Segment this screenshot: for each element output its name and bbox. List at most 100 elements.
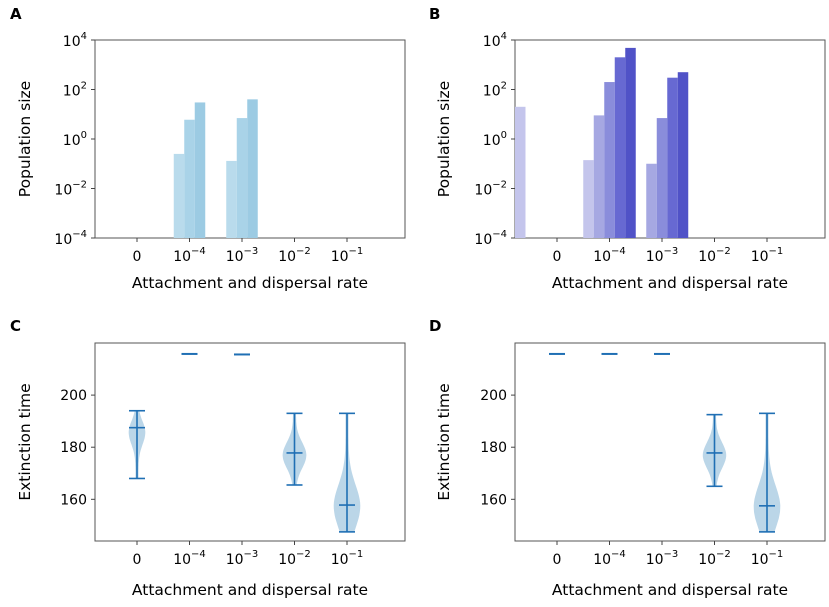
x-tick-label-d-2: 10−3 [646, 549, 679, 568]
x-tick-label-a-1-exponent: −4 [191, 246, 206, 257]
bar-a-4 [236, 118, 248, 238]
x-tick-label-a-4-base: 10 [331, 249, 349, 265]
y-ticks-c: 160 180 200 [60, 388, 95, 508]
panel-label-a: A [10, 5, 22, 23]
x-tick-label-c-2-base: 10 [226, 552, 244, 568]
x-axis-label-b: Attachment and dispersal rate [552, 274, 788, 292]
y-tick-label-b-2-exponent: 0 [501, 130, 507, 141]
x-tick-label-c-1: 10−4 [173, 549, 206, 568]
x-tick-label-b-3-exponent: −2 [716, 246, 731, 257]
x-tick-label-d-4: 10−1 [751, 549, 784, 568]
plot-frame-d [514, 342, 826, 542]
bar-a-2 [194, 102, 206, 238]
x-tick-label-d-1: 10−4 [593, 549, 626, 568]
y-tick-label-b-1: 10−2 [474, 180, 507, 199]
y-tick-label-b-4: 104 [483, 31, 507, 50]
x-tick-label-b-1-exponent: −4 [611, 246, 626, 257]
y-tick-label-a-0: 10−4 [54, 229, 87, 248]
x-tick-label-b-1: 10−4 [593, 246, 626, 265]
bar-a-5 [247, 99, 258, 238]
x-tick-label-a-3: 10−2 [278, 246, 311, 265]
x-tick-label-c-0-base: 0 [133, 552, 142, 568]
x-tick-label-c-2: 10−3 [226, 549, 259, 568]
x-tick-label-a-0-base: 0 [133, 249, 142, 265]
bar-b-2 [593, 115, 605, 238]
bar-a-0 [173, 153, 185, 238]
x-tick-label-b-2-exponent: −3 [664, 246, 679, 257]
y-tick-label-b-0-base: 10 [474, 232, 492, 248]
x-ticks-a: 0 10−4 10−3 10−2 10−1 [133, 238, 363, 265]
x-axis-label-a: Attachment and dispersal rate [132, 274, 368, 292]
x-tick-label-b-4-exponent: −1 [769, 246, 784, 257]
y-tick-label-b-4-base: 10 [483, 34, 501, 50]
y-tick-label-a-4-base: 10 [63, 34, 81, 50]
x-tick-label-c-4: 10−1 [331, 549, 364, 568]
y-axis-label-b: Population size [435, 81, 453, 197]
x-tick-label-c-2-exponent: −3 [244, 549, 259, 560]
panel-label-c: C [10, 317, 21, 335]
y-tick-label-b-2: 100 [483, 130, 507, 149]
x-tick-label-b-0-base: 0 [553, 249, 562, 265]
y-tick-label-b-2-base: 10 [483, 133, 501, 149]
y-tick-label-b-3-base: 10 [483, 84, 501, 100]
bar-b-8 [667, 77, 678, 238]
y-axis-label-c: Extinction time [16, 383, 34, 500]
x-tick-label-b-3-base: 10 [698, 249, 716, 265]
x-tick-label-d-0-base: 0 [553, 552, 562, 568]
x-axis-label-c: Attachment and dispersal rate [132, 581, 368, 599]
x-tick-label-a-3-base: 10 [278, 249, 296, 265]
x-tick-label-c-4-base: 10 [331, 552, 349, 568]
x-tick-label-d-2-base: 10 [646, 552, 664, 568]
x-axis-label-d: Attachment and dispersal rate [552, 581, 788, 599]
violin-c-0 [128, 409, 146, 480]
y-tick-label-c-1: 180 [60, 440, 87, 456]
y-tick-label-a-2: 100 [63, 130, 87, 149]
y-tick-label-a-1-exponent: −2 [72, 180, 87, 191]
y-tick-label-b-1-base: 10 [474, 183, 492, 199]
x-tick-label-d-0: 0 [553, 552, 562, 568]
x-tick-label-d-2-exponent: −3 [664, 549, 679, 560]
bar-a-3 [226, 160, 237, 238]
violin-d-3 [702, 413, 727, 488]
y-tick-label-a-1: 10−2 [54, 180, 87, 199]
y-tick-label-a-0-base: 10 [54, 232, 72, 248]
y-tick-label-d-0: 160 [480, 492, 507, 508]
x-tick-label-c-3-exponent: −2 [296, 549, 311, 560]
bar-b-5 [625, 47, 636, 238]
x-tick-label-b-2-base: 10 [646, 249, 664, 265]
bars-a [173, 99, 258, 238]
x-tick-label-b-1-base: 10 [593, 249, 611, 265]
y-tick-label-b-3: 102 [483, 81, 507, 100]
x-tick-label-b-2: 10−3 [646, 246, 679, 265]
y-tick-label-b-4-exponent: 4 [501, 31, 507, 42]
bar-a-1 [184, 119, 195, 238]
bar-b-6 [646, 163, 657, 238]
x-tick-label-c-1-base: 10 [173, 552, 191, 568]
x-tick-label-a-2-exponent: −3 [244, 246, 259, 257]
x-tick-label-c-1-exponent: −4 [191, 549, 206, 560]
x-tick-label-d-4-exponent: −1 [769, 549, 784, 560]
x-tick-label-a-3-exponent: −2 [296, 246, 311, 257]
x-ticks-b: 0 10−4 10−3 10−2 10−1 [553, 238, 784, 265]
y-tick-label-a-4-exponent: 4 [81, 31, 87, 42]
x-tick-label-c-4-exponent: −1 [349, 549, 364, 560]
x-ticks-d: 0 10−4 10−3 10 −2 10−1 [553, 541, 784, 568]
x-tick-label-a-1: 10−4 [173, 246, 206, 265]
x-tick-label-a-2-base: 10 [226, 249, 244, 265]
x-tick-label-d-3-exponent: −2 [716, 549, 731, 560]
bar-b-1 [583, 160, 594, 238]
y-tick-label-a-4: 104 [63, 31, 87, 50]
y-tick-label-d-2: 200 [480, 388, 507, 404]
y-tick-label-a-3-exponent: 2 [81, 81, 87, 92]
y-tick-label-a-2-exponent: 0 [81, 130, 87, 141]
y-tick-label-c-0: 160 [60, 492, 87, 508]
bar-b-4 [614, 57, 626, 239]
x-tick-label-b-4-base: 10 [751, 249, 769, 265]
y-tick-label-a-0-exponent: −4 [72, 229, 87, 240]
x-tick-label-b-0: 0 [553, 249, 562, 265]
y-tick-label-b-0: 10−4 [474, 229, 507, 248]
